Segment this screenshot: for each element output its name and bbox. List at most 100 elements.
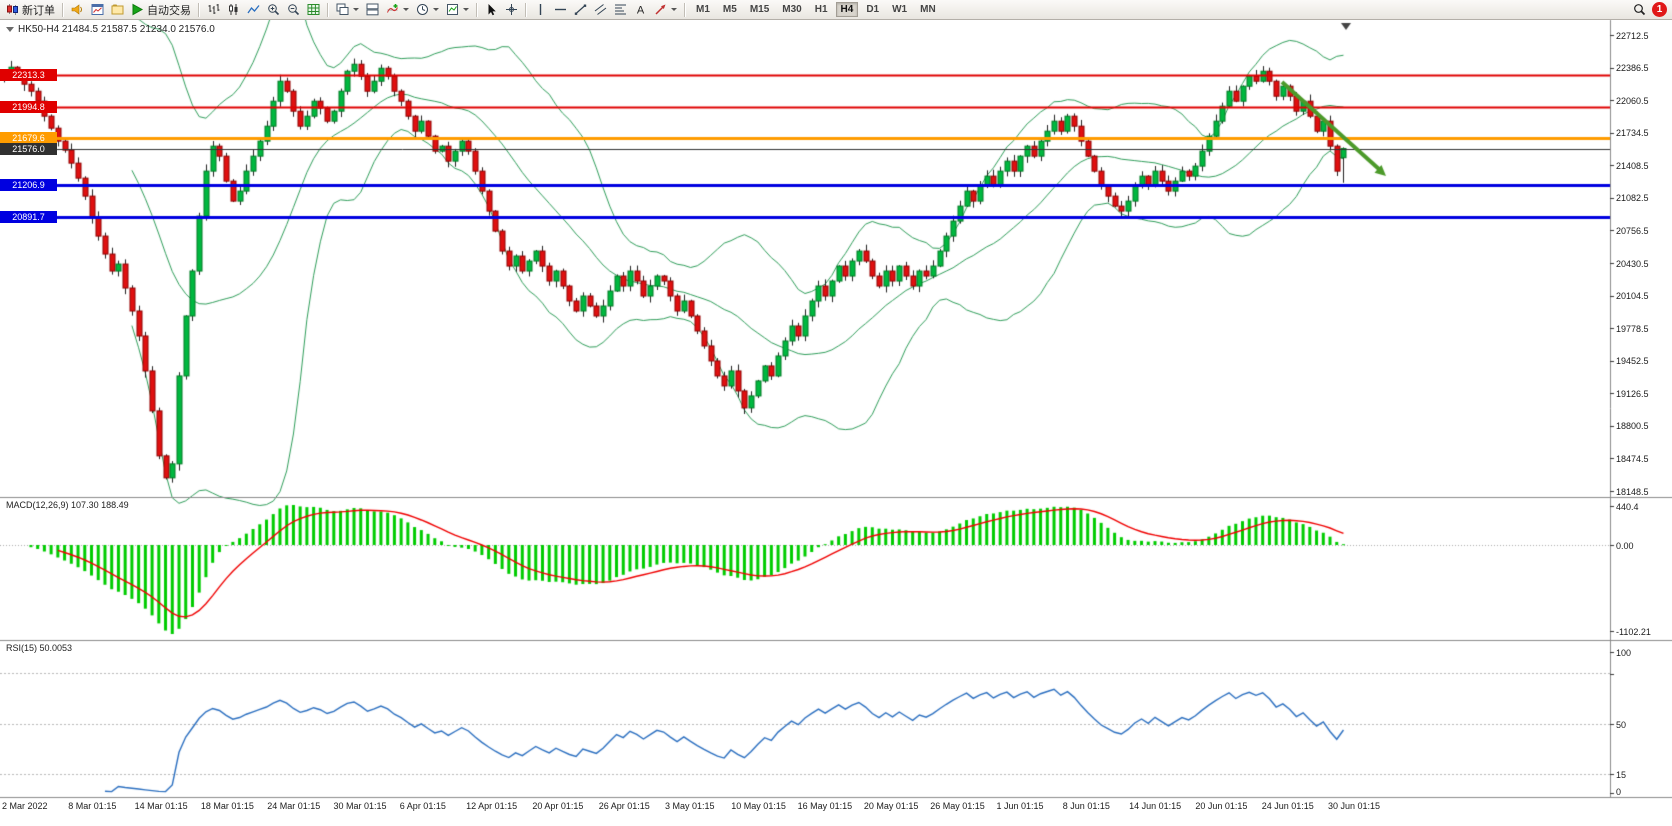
templates-button[interactable] [443,1,472,18]
rsi-name: RSI(15) [6,643,38,653]
price-tag: 20891.7 [0,210,57,223]
time-axis-label: 30 Jun 01:15 [1328,801,1381,811]
equidistant-channel-button[interactable] [591,1,610,18]
timeframe-button-m1[interactable]: M1 [691,2,715,17]
text-icon: A [634,3,647,17]
macd-values: 107.30 188.49 [71,500,129,510]
price-axis[interactable] [1610,20,1672,497]
time-axis-label: 14 Mar 01:15 [134,801,188,811]
play-icon [131,3,144,16]
timeframe-button-h1[interactable]: H1 [810,2,833,17]
time-axis-label: 10 May 01:15 [731,801,786,811]
price-axis-tick: 22386.5 [1616,63,1649,74]
autotrading-button[interactable]: 自动交易 [128,1,194,18]
fibonacci-button[interactable] [611,1,630,18]
price-axis-tick: 22712.5 [1616,30,1649,41]
arrows-button[interactable] [651,1,680,18]
crosshair-icon [505,3,518,16]
line-chart-button[interactable] [244,1,263,18]
cursor-button[interactable] [482,1,501,18]
timeframe-button-w1[interactable]: W1 [887,2,912,17]
symbol-ohlc-text: HK50-H4 21484.5 21587.5 21234.0 21576.0 [18,24,215,35]
time-axis-label: 20 Apr 01:15 [532,801,584,811]
timeframe-button-m5[interactable]: M5 [718,2,742,17]
new-chart-button[interactable] [333,1,362,18]
macd-axis-tick: 0.00 [1616,540,1634,551]
macd-name: MACD(12,26,9) [6,500,69,510]
clock-icon [416,3,429,16]
time-axis[interactable] [0,797,1672,826]
timeframe-button-mn[interactable]: MN [915,2,941,17]
chevron-down-icon [433,8,439,11]
symbol-dropdown-icon[interactable] [6,27,14,32]
periods-button[interactable] [413,1,442,18]
price-axis-tick: 21408.5 [1616,160,1649,171]
toolbar-separator [525,2,527,17]
bar-chart-icon [207,3,220,16]
price-axis-tick: 20430.5 [1616,258,1649,269]
cursor-icon [485,3,498,16]
timeframe-button-d1[interactable]: D1 [861,2,884,17]
candlestick-chart-button[interactable] [224,1,243,18]
vline-icon [534,3,547,16]
notification-badge[interactable]: 1 [1652,2,1667,17]
timeframe-button-h4[interactable]: H4 [835,2,859,17]
tile-windows-button[interactable] [304,1,323,18]
bar-chart-button[interactable] [204,1,223,18]
price-axis-tick: 19778.5 [1616,323,1649,334]
time-axis-label: 26 May 01:15 [930,801,985,811]
time-axis-label: 30 Mar 01:15 [333,801,387,811]
chart-window-icon [91,3,104,16]
profiles-button[interactable] [108,1,127,18]
time-axis-label: 1 Jun 01:15 [996,801,1044,811]
price-axis-tick: 18474.5 [1616,453,1649,464]
rsi-axis-tick: 100 [1616,647,1632,658]
crosshair-button[interactable] [502,1,521,18]
time-axis-label: 2 Mar 2022 [2,801,48,811]
charts-button[interactable] [88,1,107,18]
vertical-line-button[interactable] [531,1,550,18]
new-order-button[interactable]: 新订单 [3,1,58,18]
rsi-indicator-label: RSI(15) 50.0053 [6,643,72,653]
time-axis-label: 20 Jun 01:15 [1195,801,1248,811]
zoom-in-icon [267,3,280,16]
time-axis-label: 24 Jun 01:15 [1261,801,1314,811]
window-list-button[interactable] [363,1,382,18]
trendline-button[interactable] [571,1,590,18]
grid-icon [307,3,320,16]
horizontal-line-button[interactable] [551,1,570,18]
template-icon [446,3,459,16]
horn-icon [71,3,84,16]
zoom-out-button[interactable] [284,1,303,18]
price-axis-tick: 22060.5 [1616,95,1649,106]
rsi-axis-tick: 50 [1616,719,1627,730]
toolbar-separator [684,2,686,17]
trendline-icon [574,3,587,16]
toolbar: 新订单 自动交易 A M1 M5 M15 M30 H1 H4 D1 W1 MN 1 [0,0,1672,20]
rsi-axis-tick: 0 [1616,786,1622,797]
chevron-down-icon [463,8,469,11]
text-button[interactable]: A [631,1,650,18]
tile-icon [366,3,379,16]
candle-chart-icon [227,3,240,16]
toolbar-separator [62,2,64,17]
time-axis-label: 18 Mar 01:15 [200,801,254,811]
alerts-button[interactable] [68,1,87,18]
price-axis-tick: 21734.5 [1616,128,1649,139]
macd-axis-tick: -1102.21 [1616,626,1651,637]
line-chart-icon [247,3,260,16]
symbol-ohlc-label: HK50-H4 21484.5 21587.5 21234.0 21576.0 [6,24,215,35]
new-order-button-label: 新订单 [22,4,55,17]
indicators-button[interactable] [383,1,412,18]
timeframe-button-m30[interactable]: M30 [777,2,806,17]
timeframe-button-m15[interactable]: M15 [745,2,774,17]
rsi-axis-tick: 15 [1616,769,1627,780]
time-axis-label: 8 Jun 01:15 [1062,801,1110,811]
price-axis-tick: 21082.5 [1616,193,1649,204]
price-tag: 21679.6 [0,132,57,145]
macd-indicator-label: MACD(12,26,9) 107.30 188.49 [6,500,129,510]
zoom-in-button[interactable] [264,1,283,18]
time-axis-label: 16 May 01:15 [797,801,853,811]
search-button[interactable] [1630,1,1649,18]
